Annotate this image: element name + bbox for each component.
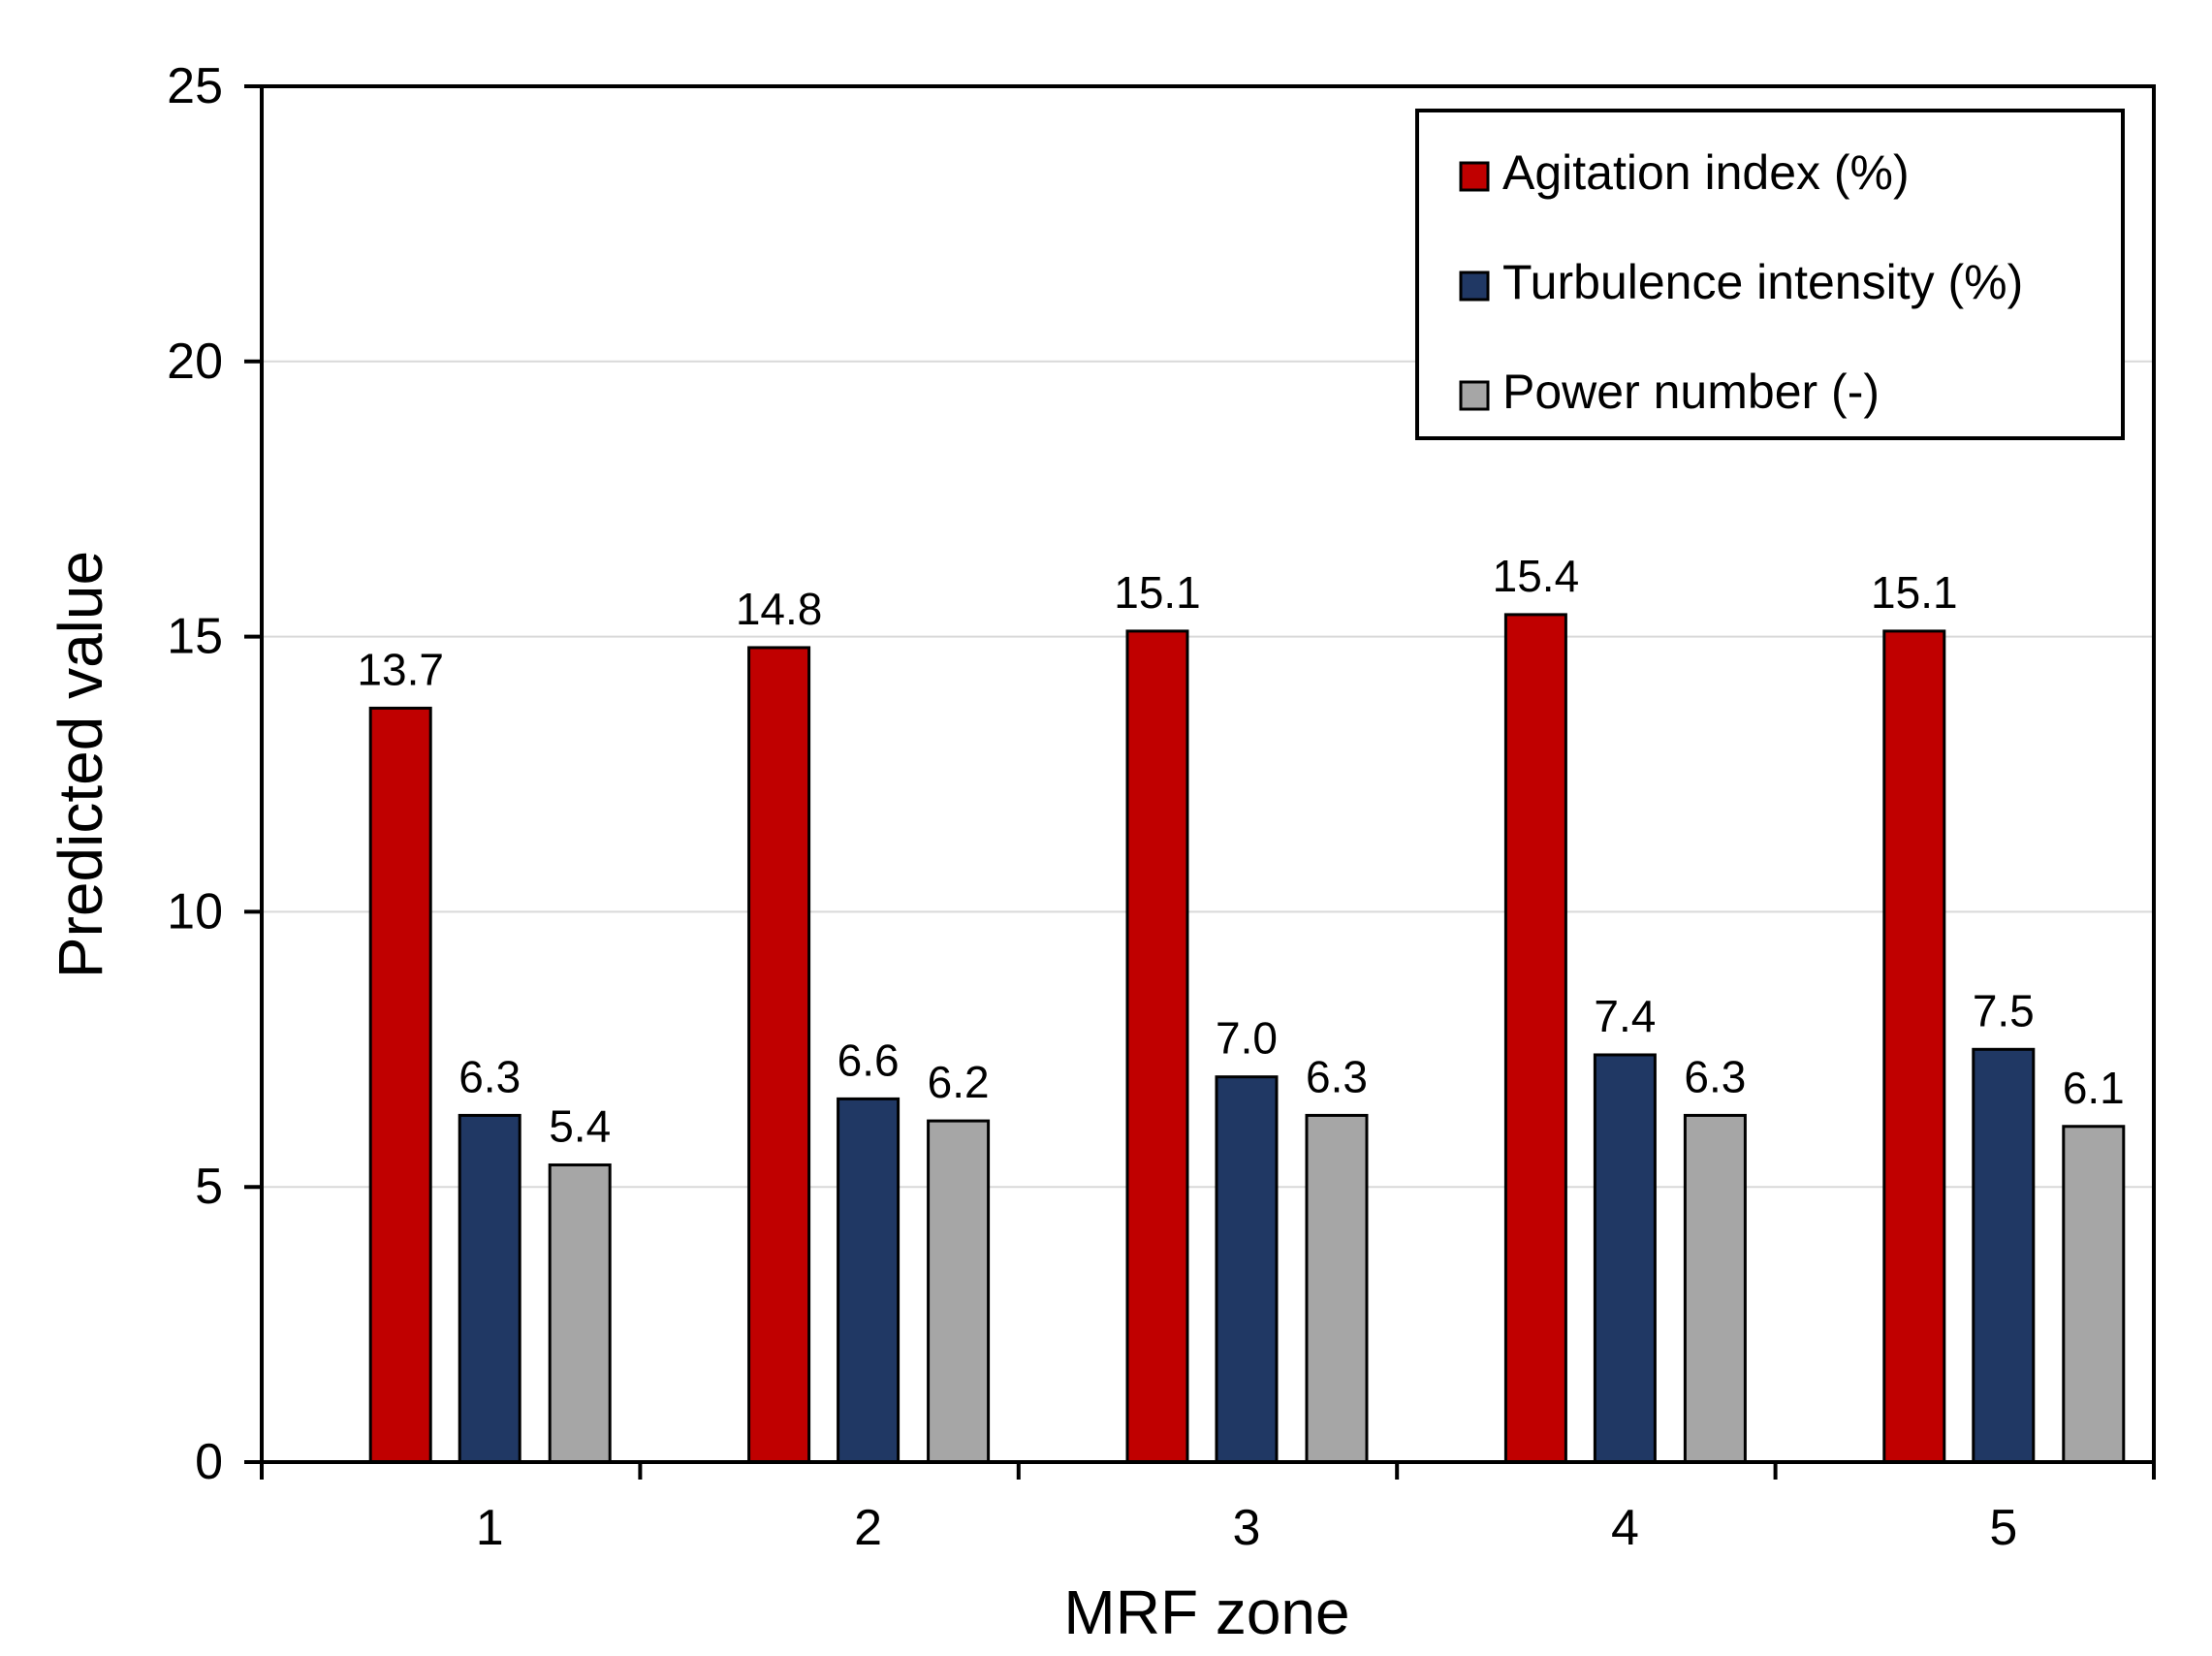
bar <box>1593 1053 1657 1464</box>
bar <box>458 1113 521 1464</box>
data-label: 6.1 <box>2063 1063 2125 1113</box>
x-tick-label: 1 <box>476 1500 504 1556</box>
legend-label: Turbulence intensity (%) <box>1502 255 2023 309</box>
y-tick-label: 0 <box>195 1434 223 1490</box>
bar <box>1215 1075 1279 1464</box>
bar <box>1972 1047 2036 1464</box>
data-label: 15.4 <box>1493 551 1580 601</box>
data-labels: 13.7 14.8 15.1 15.4 15.1 6.3 6.6 7.0 7.4 7.5 5.4 6.… <box>357 551 2124 1152</box>
bar <box>1305 1113 1369 1464</box>
data-label: 6.3 <box>1684 1051 1746 1101</box>
bar <box>548 1162 612 1464</box>
legend-swatch <box>1459 380 1490 411</box>
data-label: 7.5 <box>1973 985 2035 1035</box>
legend-label: Power number (-) <box>1502 365 1880 419</box>
y-axis-title: Predicted value <box>46 551 115 978</box>
plot-frame <box>260 84 2156 1464</box>
bar <box>1882 629 1946 1464</box>
x-tick-label: 2 <box>854 1500 882 1556</box>
x-tick-label: 5 <box>1989 1500 2017 1556</box>
y-tick-label: 10 <box>167 883 223 939</box>
legend-swatch <box>1459 161 1490 192</box>
bar <box>1503 613 1567 1464</box>
legend-label: Agitation index (%) <box>1502 145 1910 200</box>
data-label: 7.0 <box>1216 1013 1278 1064</box>
data-label: 7.4 <box>1594 991 1656 1041</box>
data-label: 13.7 <box>357 644 444 694</box>
data-label: 6.3 <box>1306 1051 1368 1101</box>
x-tick-label: 3 <box>1233 1500 1261 1556</box>
legend-box <box>1415 109 2125 440</box>
data-label: 6.3 <box>458 1051 521 1101</box>
x-tick-label: 4 <box>1611 1500 1639 1556</box>
grid-lines <box>262 360 2154 1189</box>
y-tick-label: 5 <box>195 1159 223 1215</box>
bar <box>1683 1113 1747 1464</box>
bar <box>837 1097 901 1464</box>
bar <box>927 1119 991 1464</box>
x-axis-title: MRF zone <box>1063 1577 1349 1647</box>
data-label: 6.6 <box>837 1035 900 1085</box>
y-tick-label: 25 <box>167 58 223 114</box>
bar <box>2062 1125 2126 1464</box>
axes: 0 5 10 15 20 25 1 2 3 4 5 <box>167 58 2156 1556</box>
legend: Agitation index (%) Turbulence intensity … <box>1415 109 2125 440</box>
data-label: 15.1 <box>1114 567 1201 618</box>
bar <box>1125 629 1189 1464</box>
y-tick-label: 20 <box>167 334 223 390</box>
bar <box>747 646 811 1464</box>
data-label: 14.8 <box>736 584 823 634</box>
y-tick-label: 15 <box>167 609 223 665</box>
data-label: 5.4 <box>549 1100 611 1151</box>
bar <box>368 706 432 1464</box>
legend-swatch <box>1459 271 1490 302</box>
data-label: 6.2 <box>928 1057 990 1107</box>
data-label: 15.1 <box>1871 567 1958 618</box>
